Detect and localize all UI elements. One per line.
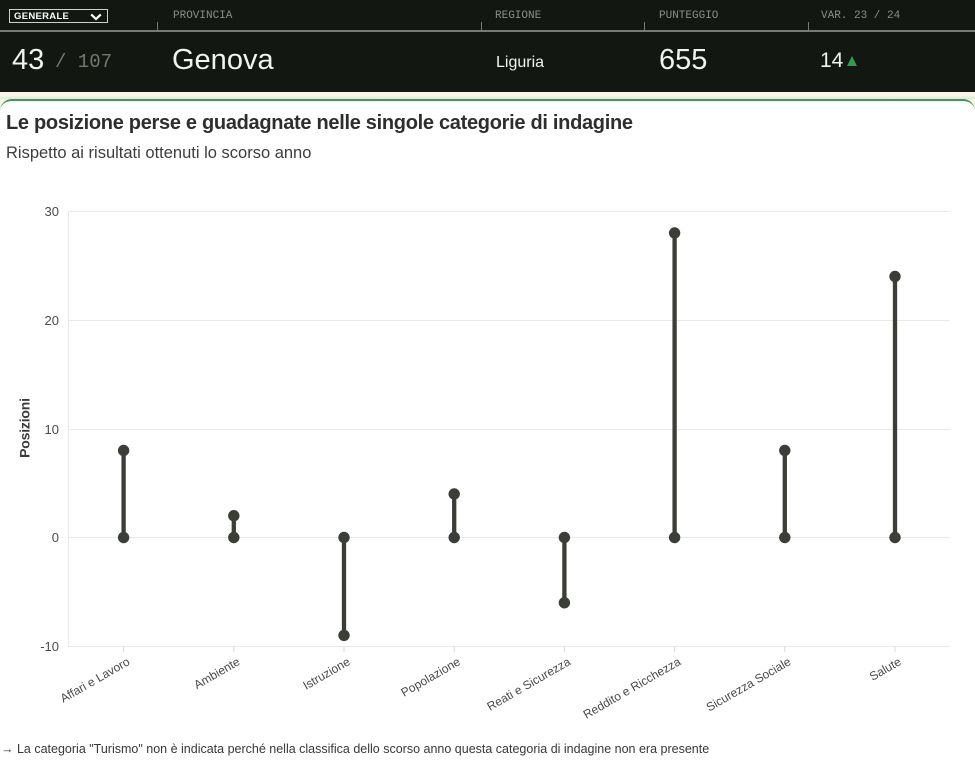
svg-text:Salute: Salute: [867, 654, 904, 683]
svg-text:10: 10: [45, 422, 59, 437]
svg-text:Ambiente: Ambiente: [191, 654, 242, 692]
svg-text:-10: -10: [40, 639, 59, 654]
svg-text:20: 20: [45, 313, 59, 328]
svg-text:Affari e Lavoro: Affari e Lavoro: [58, 654, 133, 705]
svg-text:Sicurezza Sociale: Sicurezza Sociale: [704, 654, 794, 714]
svg-text:Reddito e Ricchezza: Reddito e Ricchezza: [581, 654, 684, 721]
svg-text:0: 0: [52, 530, 59, 545]
svg-text:30: 30: [45, 204, 59, 219]
svg-text:Posizioni: Posizioni: [17, 398, 33, 458]
svg-text:Istruzione: Istruzione: [300, 654, 352, 692]
svg-text:Reati e Sicurezza: Reati e Sicurezza: [484, 654, 573, 713]
svg-text:Popolazione: Popolazione: [398, 654, 462, 699]
